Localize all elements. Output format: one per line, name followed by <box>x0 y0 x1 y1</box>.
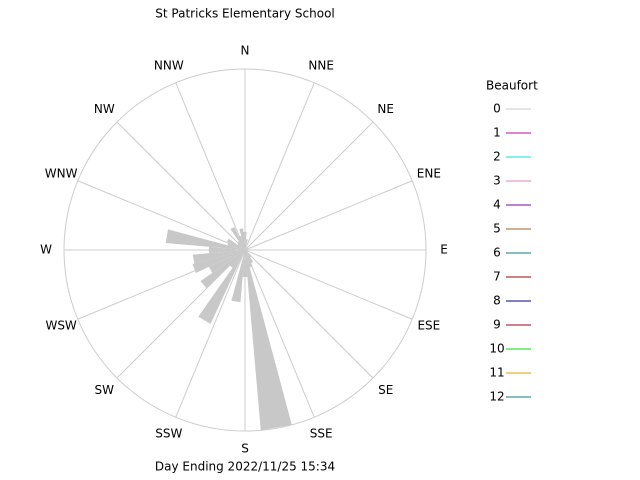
legend-label: 7 <box>493 270 501 284</box>
legend-label: 4 <box>493 198 501 212</box>
wind-wedge <box>245 250 252 258</box>
wind-wedge <box>198 250 245 324</box>
wind-wedge <box>226 238 245 250</box>
wind-wedge <box>192 250 245 273</box>
legend-label: 8 <box>493 294 501 308</box>
compass-label: W <box>40 243 52 257</box>
legend-label: 3 <box>493 174 501 188</box>
wind-wedge <box>229 250 245 268</box>
chart-title: St Patricks Elementary School <box>155 7 335 21</box>
wind-wedge <box>230 227 245 250</box>
legend-title: Beaufort <box>486 79 538 93</box>
wind-wedge <box>208 246 245 254</box>
chart-footer: Day Ending 2022/11/25 15:34 <box>155 460 335 474</box>
spoke <box>116 121 246 251</box>
wind-wedge <box>245 239 248 250</box>
spoke <box>244 249 315 418</box>
spoke <box>77 180 246 251</box>
compass-label: S <box>241 442 249 456</box>
compass-label: NE <box>377 102 394 116</box>
wind-wedge <box>237 241 245 250</box>
spoke <box>175 249 246 418</box>
spoke <box>244 180 413 251</box>
compass-label: NNE <box>308 59 334 73</box>
compass-label: SSW <box>155 426 182 440</box>
wind-wedge <box>192 250 245 264</box>
compass-label: N <box>241 44 250 58</box>
legend-label: 0 <box>493 102 501 116</box>
compass-label: WNW <box>45 166 78 180</box>
wind-wedge <box>165 229 245 250</box>
spoke <box>244 121 374 251</box>
compass-label: SE <box>378 383 393 397</box>
wind-wedge <box>231 250 245 303</box>
compass-label: E <box>440 243 448 257</box>
wind-wedge <box>245 250 292 431</box>
wind-wedge <box>227 242 245 250</box>
wind-wedge <box>242 250 248 278</box>
wind-wedge <box>200 250 245 289</box>
legend-label: 2 <box>493 150 501 164</box>
legend-label: 12 <box>489 390 504 404</box>
legend-label: 6 <box>493 246 501 260</box>
compass-label: NW <box>94 102 115 116</box>
wind-wedge <box>238 236 245 250</box>
legend-label: 9 <box>493 318 501 332</box>
spoke <box>244 249 374 379</box>
compass-label: ENE <box>417 166 441 180</box>
compass-label: SSE <box>310 426 333 440</box>
wind-wedge <box>245 250 254 264</box>
wind-wedge <box>245 250 253 268</box>
spoke <box>175 82 246 251</box>
spoke <box>244 249 413 320</box>
wind-wedge <box>237 243 245 250</box>
compass-label: SW <box>95 383 115 397</box>
spoke <box>244 82 315 251</box>
wind-wedge <box>243 231 247 250</box>
wind-wedge <box>208 250 245 273</box>
legend-label: 1 <box>493 126 501 140</box>
legend-label: 10 <box>489 342 504 356</box>
wind-wedge <box>239 228 245 250</box>
compass-label: WSW <box>45 319 76 333</box>
compass-label: ESE <box>417 319 440 333</box>
legend-label: 11 <box>489 366 504 380</box>
legend-label: 5 <box>493 222 501 236</box>
compass-label: NNW <box>154 59 184 73</box>
